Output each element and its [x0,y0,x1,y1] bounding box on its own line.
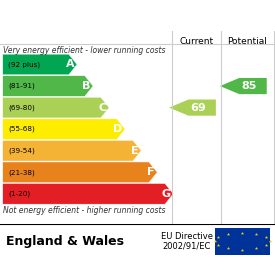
Text: (21-38): (21-38) [8,169,35,175]
Text: F: F [147,167,155,177]
Text: Current: Current [180,37,214,46]
Text: A: A [66,60,74,69]
Text: (81-91): (81-91) [8,83,35,89]
Text: (39-54): (39-54) [8,148,35,154]
Text: (55-68): (55-68) [8,126,35,132]
FancyBboxPatch shape [214,228,270,255]
Text: Very energy efficient - lower running costs: Very energy efficient - lower running co… [3,46,165,55]
Text: Energy Efficiency Rating: Energy Efficiency Rating [42,9,233,22]
Polygon shape [3,162,157,183]
Text: D: D [113,124,122,134]
Polygon shape [3,54,77,75]
Text: (92 plus): (92 plus) [8,61,40,68]
Polygon shape [3,183,173,204]
Polygon shape [3,76,93,96]
Text: EU Directive
2002/91/EC: EU Directive 2002/91/EC [161,231,213,251]
Text: E: E [131,146,138,156]
Text: (1-20): (1-20) [8,191,30,197]
Polygon shape [220,78,267,94]
Text: Potential: Potential [228,37,267,46]
Polygon shape [169,100,216,116]
Text: B: B [82,81,90,91]
Text: 85: 85 [241,81,257,91]
Polygon shape [3,97,109,118]
Text: England & Wales: England & Wales [6,235,123,248]
Polygon shape [3,140,141,161]
Polygon shape [3,119,125,140]
Text: G: G [161,189,170,199]
Text: Not energy efficient - higher running costs: Not energy efficient - higher running co… [3,206,165,215]
Text: C: C [98,103,106,112]
Text: 69: 69 [190,103,206,112]
Text: (69-80): (69-80) [8,104,35,111]
